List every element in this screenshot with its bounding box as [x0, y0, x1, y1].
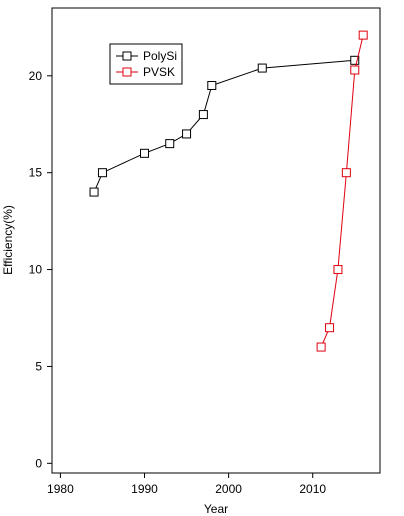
series-pvsk	[316, 30, 368, 352]
data-point-polysi	[350, 55, 360, 65]
legend-marker-polysi	[122, 51, 132, 61]
x-axis-label: Year	[204, 502, 228, 516]
data-point-pvsk	[358, 30, 368, 40]
legend: PolySi PVSK	[109, 43, 183, 85]
legend-box	[109, 43, 183, 85]
data-point-polysi	[97, 168, 107, 178]
legend-marker-pvsk	[122, 67, 132, 77]
data-point-polysi	[257, 63, 267, 73]
data-point-polysi	[182, 129, 192, 139]
y-axis-label: Efficiency(%)	[1, 205, 15, 275]
y-axis: 0 5 10 15 20	[29, 69, 52, 470]
legend-label-polysi: PolySi	[143, 49, 177, 63]
data-point-polysi	[89, 187, 99, 197]
plot-frame	[51, 7, 381, 474]
y-tick-label: 0	[35, 456, 42, 470]
y-tick-label: 15	[29, 166, 43, 180]
x-tick-label: 2000	[215, 482, 242, 496]
x-axis: 1980 1990 2000 2010	[47, 473, 326, 496]
series-layer	[89, 30, 368, 352]
x-tick-label: 2010	[299, 482, 326, 496]
y-tick-label: 10	[29, 263, 43, 277]
data-point-polysi	[207, 81, 217, 90]
y-tick-label: 20	[29, 69, 43, 83]
data-point-polysi	[140, 148, 150, 158]
data-point-pvsk	[333, 265, 343, 275]
x-tick-label: 1980	[47, 482, 74, 496]
x-tick-label: 1990	[131, 482, 158, 496]
data-point-polysi	[198, 110, 208, 120]
data-point-pvsk	[325, 323, 335, 333]
data-point-polysi	[165, 139, 175, 149]
series-polysi	[89, 55, 360, 197]
legend-label-pvsk: PVSK	[143, 65, 175, 79]
data-point-pvsk	[350, 65, 360, 75]
data-point-pvsk	[316, 342, 326, 352]
data-point-pvsk	[341, 168, 351, 178]
series-line-pvsk	[320, 34, 364, 348]
y-tick-label: 5	[35, 359, 42, 373]
